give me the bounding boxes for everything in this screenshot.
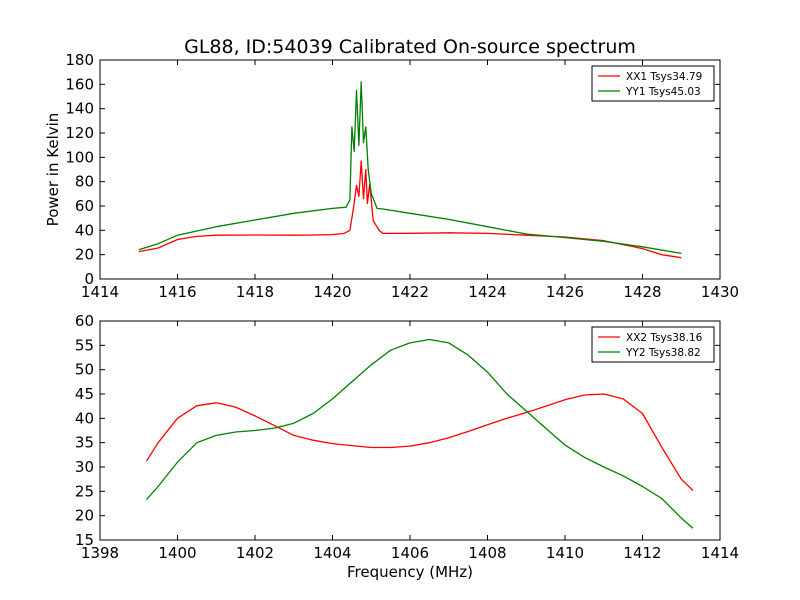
y-tick-label: 30	[75, 458, 94, 476]
y-tick-label: 35	[75, 434, 94, 452]
y-tick-label: 55	[75, 336, 94, 354]
y-tick-label: 140	[65, 100, 94, 118]
x-tick-label: 1424	[468, 283, 506, 301]
y-tick-label: 120	[65, 124, 94, 142]
x-tick-label: 1412	[623, 544, 661, 562]
x-tick-label: 1426	[546, 283, 584, 301]
y-tick-label: 40	[75, 409, 94, 427]
y-tick-label: 100	[65, 148, 94, 166]
legend-entry: XX2 Tsys38.16	[626, 332, 703, 344]
legend: XX1 Tsys34.79 YY1 Tsys45.03	[591, 65, 715, 102]
x-tick-label: 1402	[236, 544, 274, 562]
x-tick-label: 1404	[313, 544, 351, 562]
y-tick-label: 20	[75, 246, 94, 264]
x-tick-label: 1410	[546, 544, 584, 562]
legend-entry: XX1 Tsys34.79	[626, 71, 702, 83]
legend-entry: YY1 Tsys45.03	[625, 86, 701, 98]
x-axis-label: Frequency (MHz)	[347, 563, 473, 581]
subplot-2: 1398 1400 1402 1404 1406 1408 1410 1412 1414 15 20…	[75, 312, 739, 581]
y-tick-label: 180	[65, 51, 94, 69]
x-tick-label: 1428	[623, 283, 661, 301]
y-tick-label: 45	[75, 385, 94, 403]
x-tick-label: 1398	[81, 544, 119, 562]
legend-box	[591, 65, 715, 102]
legend-box	[591, 326, 715, 363]
y-tick-label: 0	[84, 270, 94, 288]
legend-entry: YY2 Tsys38.82	[625, 347, 701, 359]
y-tick-label: 80	[75, 173, 94, 191]
y-tick-label: 50	[75, 361, 94, 379]
plots: 1414 1416 1418 1420 1422 1424 1426 1428 1430 0 20 4…	[44, 51, 739, 581]
series-line-1-2	[138, 81, 682, 255]
y-axis-label: Power in Kelvin	[44, 113, 62, 227]
x-tick-label: 1420	[313, 283, 351, 301]
x-tick-label: 1414	[701, 544, 739, 562]
y-tick-label: 60	[75, 197, 94, 215]
x-tick-label: 1414	[81, 283, 119, 301]
y-tick-label: 20	[75, 507, 94, 525]
x-tick-label: 1422	[391, 283, 429, 301]
y-tick-label: 60	[75, 312, 94, 330]
x-tick-label: 1418	[236, 283, 274, 301]
subplot-1: 1414 1416 1418 1420 1422 1424 1426 1428 1430 0 20 4…	[44, 51, 739, 301]
x-tick-label: 1400	[158, 544, 196, 562]
legend: XX2 Tsys38.16 YY2 Tsys38.82	[591, 326, 715, 363]
x-tick-label: 1430	[701, 283, 739, 301]
y-tick-label: 15	[75, 531, 94, 549]
series-line-2-1	[145, 393, 694, 491]
x-tick-label: 1416	[158, 283, 196, 301]
y-tick-label: 40	[75, 221, 94, 239]
chart-title: GL88, ID:54039 Calibrated On-source spec…	[184, 36, 636, 58]
series-line-2-2	[146, 338, 694, 529]
x-tick-label: 1408	[468, 544, 506, 562]
series-line-1-1	[138, 160, 682, 259]
y-tick-label: 25	[75, 482, 94, 500]
x-tick-label: 1406	[391, 544, 429, 562]
y-tick-label: 160	[65, 75, 94, 93]
